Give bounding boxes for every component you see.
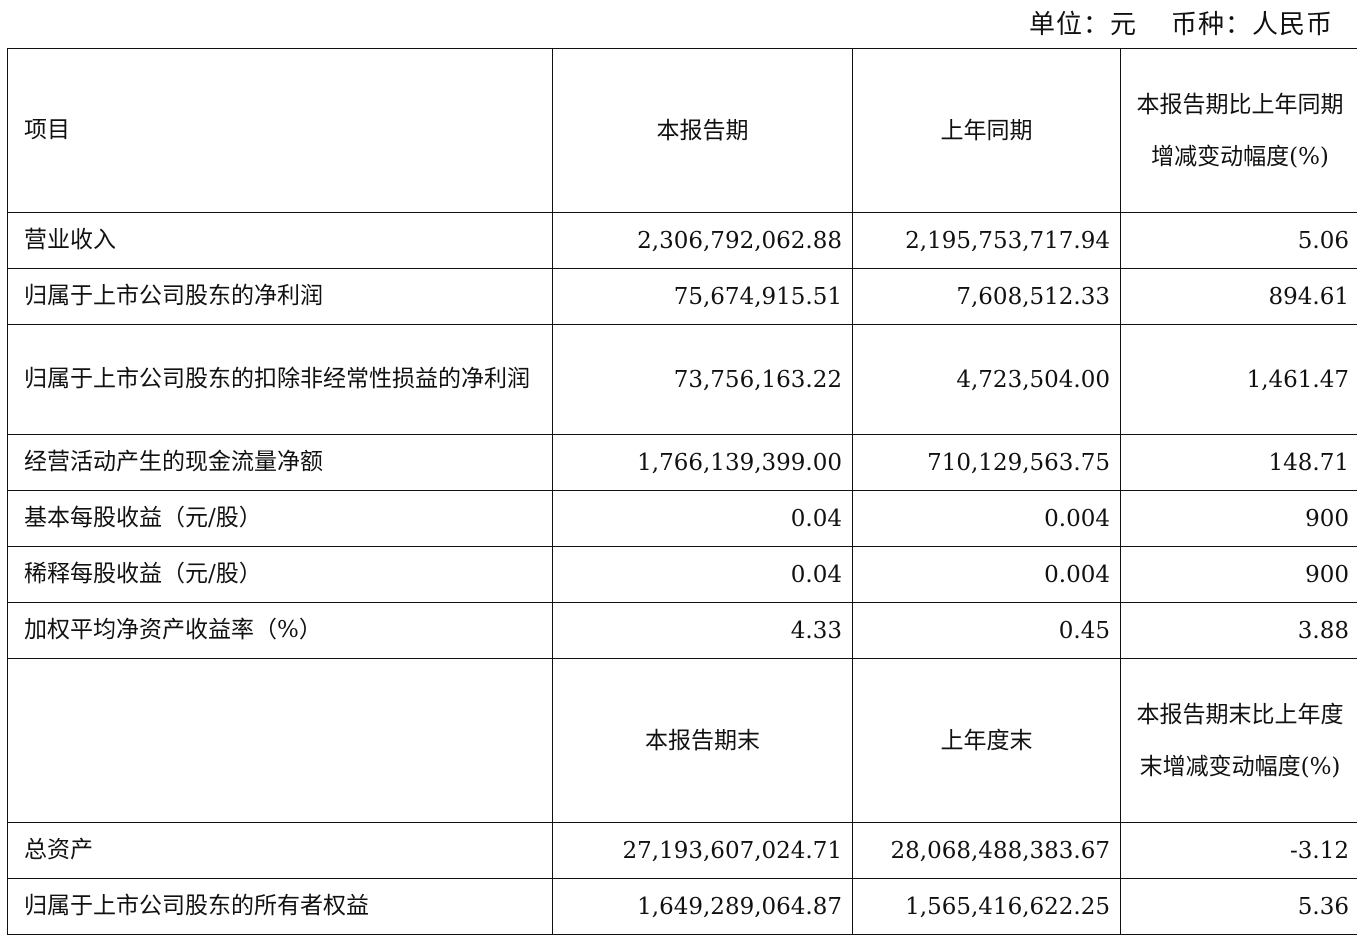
header-column: 本报告期末比上年度末增减变动幅度(%) xyxy=(1121,659,1357,823)
row-value: 2,195,753,717.94 xyxy=(853,213,1121,269)
row-value: 27,193,607,024.71 xyxy=(553,823,853,879)
row-value: 2,306,792,062.88 xyxy=(553,213,853,269)
row-value: 0.45 xyxy=(853,603,1121,659)
row-label: 经营活动产生的现金流量净额 xyxy=(8,435,553,491)
row-label: 稀释每股收益（元/股） xyxy=(8,547,553,603)
row-value: 1,649,289,064.87 xyxy=(553,879,853,935)
row-value: 3.88 xyxy=(1121,603,1357,659)
row-value: 0.004 xyxy=(853,491,1121,547)
header-row: 项目本报告期上年同期本报告期比上年同期增减变动幅度(%) xyxy=(8,49,1357,213)
header-column: 本报告期末 xyxy=(553,659,853,823)
row-label: 总资产 xyxy=(8,823,553,879)
header-item xyxy=(8,659,553,823)
row-value: -3.12 xyxy=(1121,823,1357,879)
header-item: 项目 xyxy=(8,49,553,213)
row-value: 148.71 xyxy=(1121,435,1357,491)
row-label: 归属于上市公司股东的净利润 xyxy=(8,269,553,325)
row-value: 900 xyxy=(1121,491,1357,547)
row-value: 5.06 xyxy=(1121,213,1357,269)
row-value: 4.33 xyxy=(553,603,853,659)
row-value: 0.004 xyxy=(853,547,1121,603)
row-label: 归属于上市公司股东的扣除非经常性损益的净利润 xyxy=(8,325,553,435)
row-value: 75,674,915.51 xyxy=(553,269,853,325)
row-value: 894.61 xyxy=(1121,269,1357,325)
row-label: 基本每股收益（元/股） xyxy=(8,491,553,547)
currency-label: 币种：人民币 xyxy=(1171,10,1333,40)
unit-line: 单位：元 币种：人民币 xyxy=(995,4,1333,41)
row-value: 1,766,139,399.00 xyxy=(553,435,853,491)
row-value: 7,608,512.33 xyxy=(853,269,1121,325)
row-label: 归属于上市公司股东的所有者权益 xyxy=(8,879,553,935)
header-column: 上年度末 xyxy=(853,659,1121,823)
header-column: 本报告期 xyxy=(553,49,853,213)
row-label: 加权平均净资产收益率（%） xyxy=(8,603,553,659)
header-column: 上年同期 xyxy=(853,49,1121,213)
row-label: 营业收入 xyxy=(8,213,553,269)
row-value: 0.04 xyxy=(553,491,853,547)
header-column: 本报告期比上年同期增减变动幅度(%) xyxy=(1121,49,1357,213)
row-value: 0.04 xyxy=(553,547,853,603)
row-value: 900 xyxy=(1121,547,1357,603)
row-value: 5.36 xyxy=(1121,879,1357,935)
header-row: 本报告期末上年度末本报告期末比上年度末增减变动幅度(%) xyxy=(8,659,1357,823)
unit-label: 单位：元 xyxy=(1029,10,1137,40)
row-value: 1,565,416,622.25 xyxy=(853,879,1121,935)
row-value: 1,461.47 xyxy=(1121,325,1357,435)
row-value: 73,756,163.22 xyxy=(553,325,853,435)
row-value: 4,723,504.00 xyxy=(853,325,1121,435)
row-value: 28,068,488,383.67 xyxy=(853,823,1121,879)
row-value: 710,129,563.75 xyxy=(853,435,1121,491)
